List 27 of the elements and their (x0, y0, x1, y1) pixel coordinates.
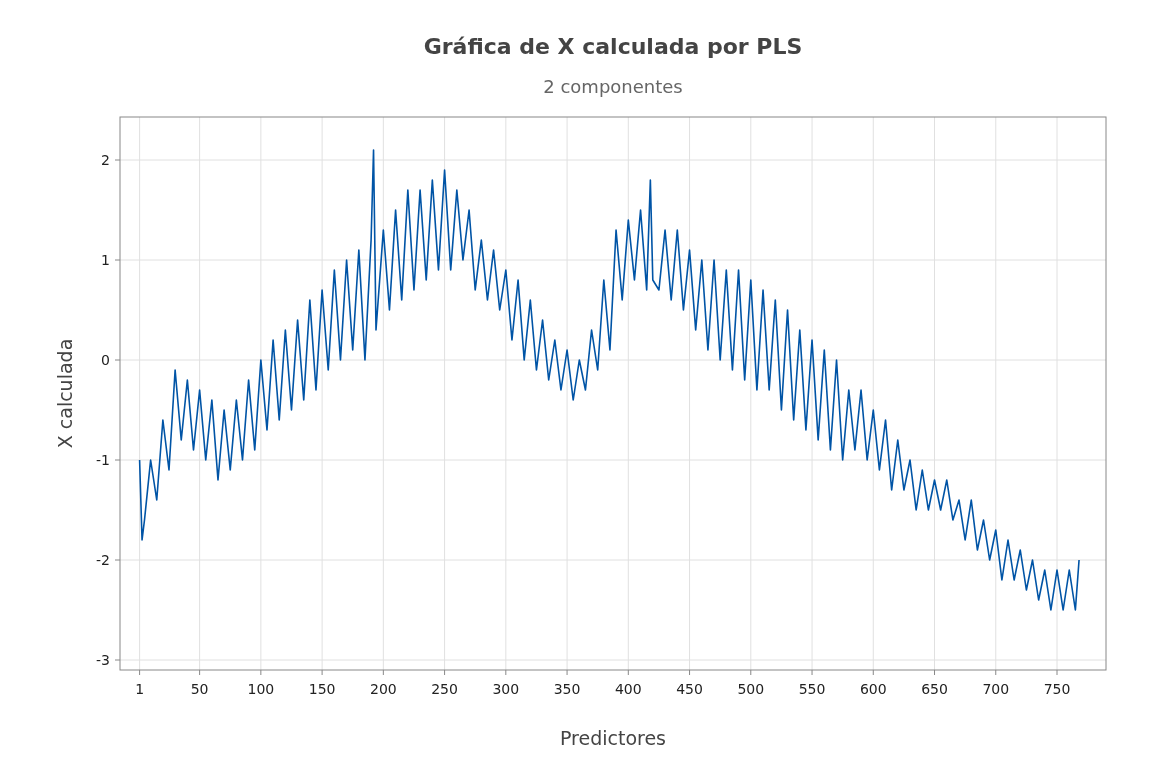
x-tick-label: 200 (369, 681, 397, 697)
x-tick-label: 250 (431, 681, 458, 697)
y-tick-label: 2 (101, 152, 110, 168)
x-tick-label: 350 (553, 681, 581, 697)
x-axis-title: Predictores (559, 727, 667, 749)
chart-title: Gráfica de X calculada por PLS (423, 34, 803, 59)
line-series (138, 149, 1080, 611)
x-tick-label: 1 (135, 681, 145, 697)
x-tick-label: 300 (492, 681, 520, 697)
x-tick-label: 600 (859, 681, 887, 697)
y-tick-label: 1 (101, 252, 110, 268)
x-tick-label: 650 (921, 681, 948, 697)
x-tick-label: 50 (190, 681, 209, 697)
chart-subtitle: 2 componentes (543, 76, 683, 97)
y-tick-label: 0 (101, 352, 110, 368)
y-tick-label: -1 (96, 452, 110, 468)
y-tick-label: -2 (96, 552, 110, 568)
x-tick-label: 550 (798, 681, 826, 697)
x-tick-label: 700 (982, 681, 1010, 697)
x-tick-label: 750 (1043, 681, 1071, 697)
x-tick-label: 100 (247, 681, 275, 697)
x-tick-label: 500 (737, 681, 765, 697)
x-tick-label: 150 (308, 681, 336, 697)
x-tick-label: 450 (676, 681, 703, 697)
y-axis-title: X calculada (54, 338, 76, 449)
y-tick-label: -3 (96, 652, 110, 668)
x-tick-label: 400 (614, 681, 642, 697)
